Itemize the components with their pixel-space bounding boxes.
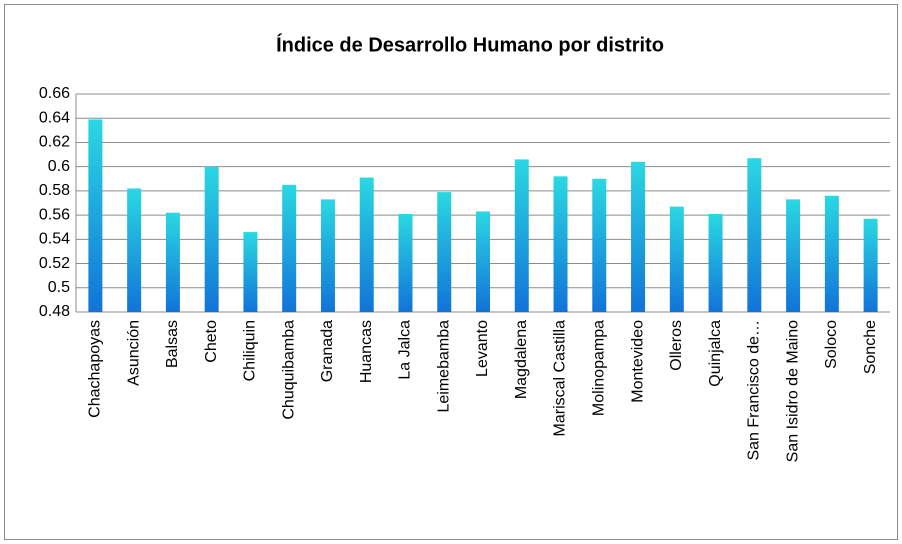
y-tick-label: 0.62 xyxy=(39,134,70,151)
bar xyxy=(863,218,878,312)
bar xyxy=(88,119,103,312)
bar xyxy=(320,199,335,312)
chart-title: Índice de Desarrollo Humano por distrito xyxy=(276,33,664,56)
bar xyxy=(359,177,374,312)
x-tick-label: Leimebamba xyxy=(435,320,452,413)
x-tick-label: Asunción xyxy=(125,320,142,386)
x-tick-label: Chachapoyas xyxy=(87,320,104,418)
x-tick-label: Chuquibamba xyxy=(280,320,297,420)
y-tick-label: 0.6 xyxy=(48,158,70,175)
bar xyxy=(553,176,568,312)
x-tick-label: Cheto xyxy=(203,320,220,363)
x-tick-label: Granada xyxy=(319,320,336,382)
y-tick-label: 0.56 xyxy=(39,206,70,223)
x-tick-label: Chiliquin xyxy=(242,320,259,381)
x-tick-label: San Isidro de Maino xyxy=(784,320,801,462)
x-tick-label: Olleros xyxy=(668,320,685,371)
y-tick-label: 0.5 xyxy=(48,279,70,296)
x-tick-label: Montevideo xyxy=(629,320,646,403)
y-tick-label: 0.58 xyxy=(39,182,70,199)
bar xyxy=(165,212,180,312)
y-tick-label: 0.52 xyxy=(39,255,70,272)
bar xyxy=(824,195,839,312)
y-tick-label: 0.54 xyxy=(39,231,70,248)
x-tick-label: La Jalca xyxy=(397,320,414,380)
bar xyxy=(127,188,142,312)
y-tick-label: 0.64 xyxy=(39,109,70,126)
x-tick-label: Huancas xyxy=(358,320,375,383)
bar xyxy=(476,211,490,312)
bar xyxy=(243,232,258,312)
x-tick-label: Balsas xyxy=(164,320,181,368)
y-tick-label: 0.66 xyxy=(39,85,70,102)
bar xyxy=(747,158,762,312)
x-tick-label: Mariscal Castilla xyxy=(552,320,569,437)
x-tick-label: Levanto xyxy=(474,320,491,377)
bar xyxy=(631,161,646,312)
bar xyxy=(514,159,529,312)
bar xyxy=(282,184,297,312)
bar xyxy=(708,213,723,312)
bar xyxy=(398,213,413,312)
bar xyxy=(204,166,219,312)
y-tick-label: 0.48 xyxy=(39,303,70,320)
bar xyxy=(786,199,801,312)
x-tick-label: Soloco xyxy=(823,320,840,369)
x-tick-label: Molinopampa xyxy=(591,320,608,416)
x-tick-label: Sonche xyxy=(862,320,879,374)
bar xyxy=(669,206,684,312)
x-tick-label: Magdalena xyxy=(513,320,530,399)
bar xyxy=(437,192,452,312)
bar xyxy=(592,178,607,312)
x-tick-label: Quinjalca xyxy=(707,320,724,387)
x-tick-label: San Francisco de… xyxy=(746,320,763,461)
